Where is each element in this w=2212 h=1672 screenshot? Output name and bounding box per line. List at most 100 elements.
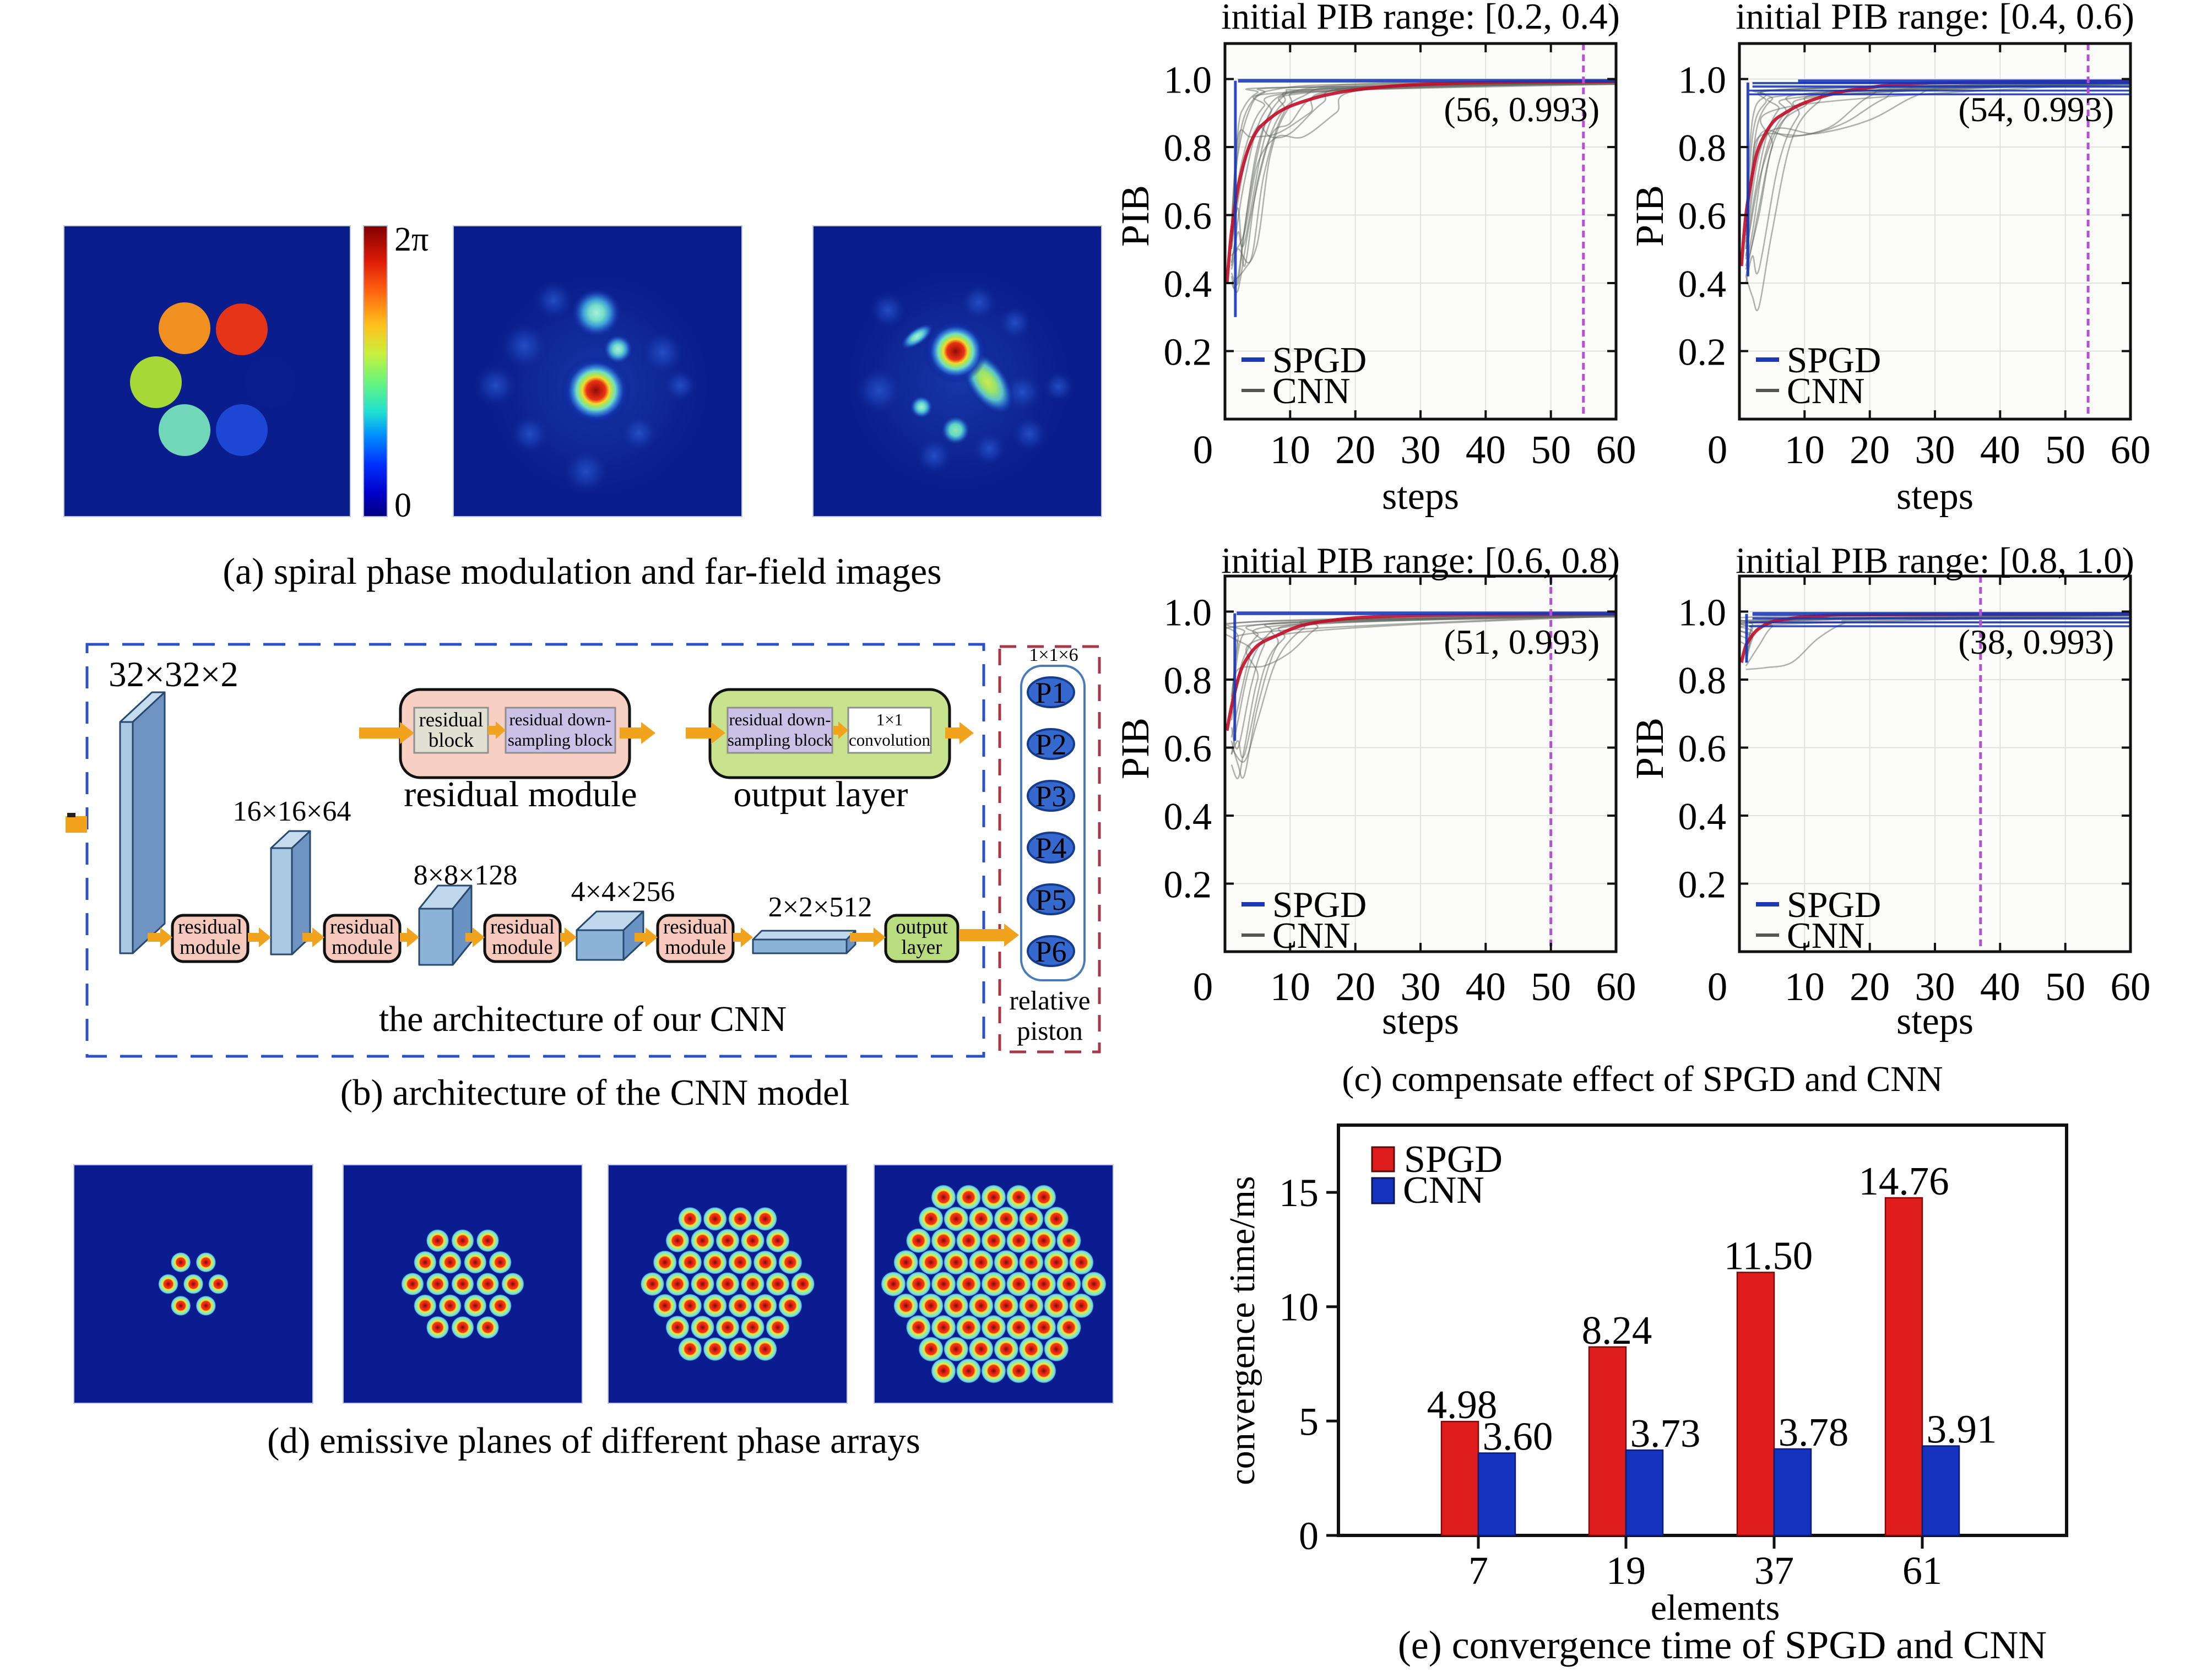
svg-text:initial PIB range: [0.6, 0.8): initial PIB range: [0.6, 0.8) — [1221, 540, 1620, 581]
svg-text:residual down-: residual down- — [729, 710, 831, 729]
svg-text:(c) compensate effect of SPGD: (c) compensate effect of SPGD and CNN — [1342, 1059, 1943, 1099]
svg-text:2π: 2π — [394, 221, 429, 258]
svg-text:CNN: CNN — [1272, 915, 1350, 956]
svg-text:1.0: 1.0 — [1678, 59, 1727, 102]
svg-text:3.60: 3.60 — [1483, 1414, 1553, 1458]
svg-text:0.2: 0.2 — [1678, 332, 1727, 374]
svg-text:steps: steps — [1382, 1000, 1459, 1043]
svg-text:SPGD: SPGD — [1404, 1138, 1503, 1181]
svg-text:10: 10 — [1270, 964, 1310, 1009]
svg-text:PIB: PIB — [1113, 718, 1157, 779]
svg-text:steps: steps — [1896, 475, 1974, 518]
svg-text:1.0: 1.0 — [1678, 592, 1727, 634]
svg-text:steps: steps — [1896, 1000, 1974, 1043]
svg-text:50: 50 — [2045, 427, 2085, 472]
svg-text:0.4: 0.4 — [1164, 263, 1212, 306]
svg-text:10: 10 — [1785, 427, 1825, 472]
svg-text:residual: residual — [178, 916, 242, 938]
svg-text:4×4×256: 4×4×256 — [571, 876, 675, 908]
svg-text:7: 7 — [1468, 1549, 1488, 1593]
svg-text:61: 61 — [1902, 1549, 1942, 1593]
svg-text:SPGD: SPGD — [1272, 884, 1367, 925]
svg-text:SPGD: SPGD — [1272, 340, 1367, 381]
svg-text:0: 0 — [1193, 964, 1213, 1009]
svg-text:residual: residual — [330, 916, 394, 938]
svg-text:module: module — [665, 936, 726, 959]
svg-text:0.8: 0.8 — [1678, 660, 1727, 702]
svg-text:SPGD: SPGD — [1787, 340, 1881, 381]
svg-text:0.2: 0.2 — [1164, 864, 1212, 906]
svg-text:0.4: 0.4 — [1164, 796, 1212, 838]
svg-text:15: 15 — [1279, 1171, 1319, 1215]
svg-text:residual module: residual module — [404, 774, 637, 815]
svg-text:residual: residual — [490, 916, 555, 938]
svg-text:sampling block: sampling block — [728, 730, 833, 750]
svg-text:output layer: output layer — [733, 774, 908, 815]
svg-text:initial PIB range: [0.4, 0.6): initial PIB range: [0.4, 0.6) — [1736, 0, 2134, 37]
svg-text:module: module — [492, 936, 553, 959]
svg-text:P6: P6 — [1035, 935, 1066, 968]
svg-text:CNN: CNN — [1272, 371, 1350, 411]
svg-text:PIB: PIB — [1628, 185, 1672, 247]
svg-text:0.2: 0.2 — [1678, 864, 1727, 906]
svg-text:30: 30 — [1915, 427, 1955, 472]
svg-text:60: 60 — [2111, 964, 2151, 1009]
svg-text:14.76: 14.76 — [1858, 1159, 1949, 1203]
svg-text:P4: P4 — [1035, 832, 1066, 865]
svg-text:50: 50 — [2045, 964, 2085, 1009]
svg-text:37: 37 — [1754, 1549, 1794, 1593]
svg-text:convergence time/ms: convergence time/ms — [1222, 1176, 1262, 1485]
svg-text:40: 40 — [1466, 964, 1506, 1009]
svg-text:(a) spiral phase modulation an: (a) spiral phase modulation and far-fiel… — [223, 550, 941, 592]
svg-text:0.6: 0.6 — [1678, 728, 1727, 770]
svg-text:convolution: convolution — [849, 730, 931, 750]
svg-text:5: 5 — [1299, 1399, 1319, 1443]
svg-text:20: 20 — [1335, 427, 1375, 472]
svg-text:11.50: 11.50 — [1724, 1233, 1813, 1278]
svg-text:module: module — [180, 936, 241, 959]
svg-text:residual: residual — [419, 709, 483, 731]
svg-text:30: 30 — [1401, 427, 1441, 472]
svg-text:30: 30 — [1915, 964, 1955, 1009]
svg-text:CNN: CNN — [1403, 1169, 1484, 1212]
svg-text:1.0: 1.0 — [1164, 59, 1212, 102]
svg-text:CNN: CNN — [1787, 915, 1864, 956]
svg-text:20: 20 — [1850, 964, 1890, 1009]
svg-text:0.4: 0.4 — [1678, 263, 1727, 306]
svg-text:40: 40 — [1980, 964, 2020, 1009]
svg-text:CNN: CNN — [1787, 371, 1864, 411]
svg-text:4.98: 4.98 — [1427, 1382, 1498, 1427]
svg-text:elements: elements — [1651, 1588, 1780, 1628]
svg-text:residual down-: residual down- — [509, 710, 611, 729]
svg-text:20: 20 — [1850, 427, 1890, 472]
svg-text:(e) convergence time of SPGD a: (e) convergence time of SPGD and CNN — [1398, 1623, 2047, 1667]
svg-text:0.4: 0.4 — [1678, 796, 1727, 838]
svg-text:0.8: 0.8 — [1164, 660, 1212, 702]
svg-text:(38, 0.993): (38, 0.993) — [1958, 622, 2114, 661]
svg-text:60: 60 — [2111, 427, 2151, 472]
svg-text:(51, 0.993): (51, 0.993) — [1444, 622, 1600, 661]
svg-text:the architecture of our CNN: the architecture of our CNN — [379, 999, 787, 1039]
svg-text:0: 0 — [1707, 964, 1728, 1009]
svg-text:0.8: 0.8 — [1678, 127, 1727, 170]
svg-text:0: 0 — [394, 487, 411, 524]
svg-text:block: block — [429, 729, 474, 752]
svg-text:sampling block: sampling block — [508, 730, 613, 750]
svg-text:10: 10 — [1279, 1285, 1319, 1329]
svg-text:(54, 0.993): (54, 0.993) — [1958, 90, 2114, 129]
svg-text:20: 20 — [1335, 964, 1375, 1009]
svg-text:50: 50 — [1531, 964, 1571, 1009]
svg-text:0: 0 — [1707, 427, 1728, 472]
svg-text:piston: piston — [1017, 1016, 1083, 1046]
svg-text:module: module — [332, 936, 393, 959]
svg-text:relative: relative — [1010, 985, 1091, 1016]
svg-text:P5: P5 — [1035, 883, 1066, 916]
svg-text:30: 30 — [1401, 964, 1441, 1009]
svg-text:40: 40 — [1980, 427, 2020, 472]
svg-text:initial PIB range: [0.2, 0.4): initial PIB range: [0.2, 0.4) — [1221, 0, 1620, 37]
svg-text:0.2: 0.2 — [1164, 332, 1212, 374]
svg-text:60: 60 — [1596, 427, 1636, 472]
svg-text:60: 60 — [1596, 964, 1636, 1009]
svg-text:residual: residual — [663, 916, 728, 938]
svg-text:0.6: 0.6 — [1164, 196, 1212, 238]
